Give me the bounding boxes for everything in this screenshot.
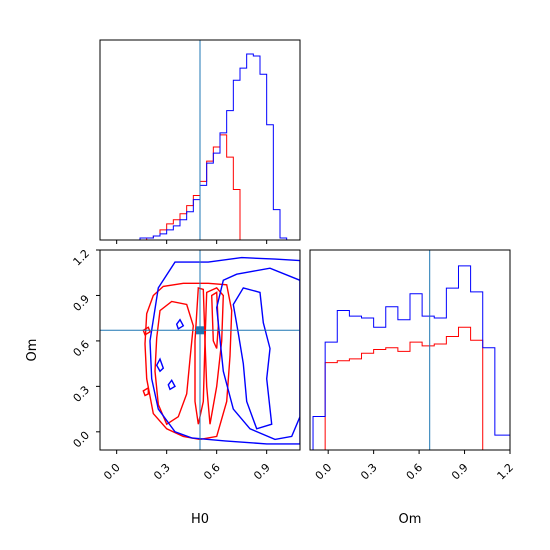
h0-tick-label-1: 0.3 [151, 461, 173, 483]
om-left-tick-label-1: 0.3 [71, 383, 93, 405]
x-axis-label-om: Om [399, 512, 422, 527]
h0-tick-label-3: 0.9 [251, 461, 273, 483]
contour-1-path-0 [149, 256, 300, 445]
h0-histogram-series-1 [133, 53, 300, 241]
y-axis-label-om: Om [25, 339, 40, 362]
contour-frame [99, 249, 301, 451]
h0-tick-label-2: 0.6 [201, 461, 223, 483]
om-histogram-series-0 [313, 326, 510, 451]
h0-tick-label-0: 0.0 [101, 461, 123, 483]
om-tick-label-1: 0.3 [358, 461, 380, 483]
x-axis-label-h0: H0 [191, 512, 209, 527]
contour-0-path-4 [142, 326, 151, 336]
om-histogram-series-1 [312, 265, 511, 450]
om-histogram-frame [309, 249, 511, 451]
contour-ticks: 0.0 0.3 0.6 0.9 0.0 0.3 0.6 0.9 1.2 [71, 247, 273, 483]
contour-0-path-1 [154, 300, 195, 426]
om-left-tick-label-4: 1.2 [71, 247, 93, 269]
om-tick-label-4: 1.2 [495, 461, 517, 483]
om-left-tick-label-3: 0.9 [71, 292, 93, 314]
truth-point-marker [196, 326, 204, 335]
h0-histogram-panel [99, 39, 301, 244]
contour-0-path-0 [144, 282, 233, 441]
h0-histogram-tick-marks [116, 240, 268, 244]
contour-0-path-5 [142, 386, 149, 397]
contour-group [142, 256, 300, 445]
contour-0-path-2 [204, 287, 225, 425]
om-histogram-panel: 0.0 0.3 0.6 0.9 1.2 [309, 249, 516, 482]
om-left-tick-label-0: 0.0 [71, 429, 93, 451]
om-tick-label-3: 0.9 [449, 461, 471, 483]
om-tick-label-0: 0.0 [313, 461, 335, 483]
contour-1-path-2 [232, 287, 273, 430]
contour-1-path-1 [215, 267, 300, 441]
contour-1-path-4 [167, 379, 176, 391]
contour-0-path-6 [210, 291, 220, 349]
contour-0-path-3 [194, 286, 206, 425]
om-histogram-ticks: 0.0 0.3 0.6 0.9 1.2 [313, 450, 516, 482]
contour-1-path-5 [175, 318, 185, 330]
contour-1-path-3 [155, 357, 165, 373]
h0-histogram-series-0 [133, 134, 300, 241]
h0-histogram-series-group [133, 53, 300, 241]
om-left-tick-label-2: 0.6 [71, 338, 93, 360]
h0-om-contour-panel: 0.0 0.3 0.6 0.9 0.0 0.3 0.6 0.9 1.2 [71, 247, 301, 483]
om-histogram-series-group [312, 265, 511, 451]
h0-histogram-frame [99, 39, 301, 241]
om-tick-label-2: 0.6 [404, 461, 426, 483]
